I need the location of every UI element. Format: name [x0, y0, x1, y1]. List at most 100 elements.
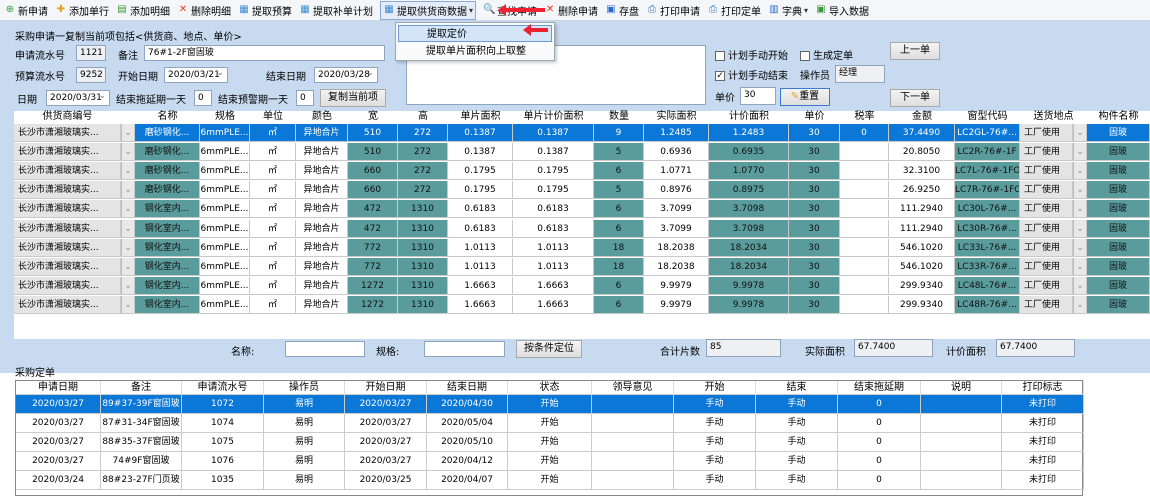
grid-cell[interactable]: 0.6183: [448, 200, 513, 219]
orders-cell[interactable]: 易明: [264, 433, 345, 452]
grid-cell[interactable]: 6mmPLE...: [200, 257, 250, 276]
grid-cell[interactable]: LC30R-76#...: [955, 219, 1020, 238]
chevron-down-icon[interactable]: ▾: [469, 5, 474, 15]
chevron-down-icon[interactable]: ⌄: [121, 257, 135, 276]
grid-cell[interactable]: 1310: [398, 238, 448, 257]
grid-header-17[interactable]: 构件名称: [1087, 111, 1150, 123]
grid-cell[interactable]: 272: [398, 143, 448, 162]
chevron-down-icon[interactable]: ⌄: [121, 276, 135, 295]
grid-cell[interactable]: 钢化室内...: [135, 276, 200, 295]
grid-cell[interactable]: ㎡: [250, 181, 296, 200]
grid-cell[interactable]: 6mmPLE...: [200, 181, 250, 200]
grid-cell[interactable]: 磨砂钢化...: [135, 162, 200, 181]
grid-cell[interactable]: 固玻: [1087, 200, 1150, 219]
grid-cell[interactable]: 18.2034: [709, 257, 789, 276]
orders-cell[interactable]: 手动: [756, 471, 838, 490]
grid-cell[interactable]: 510: [348, 124, 398, 142]
prev-order-button[interactable]: 上一单: [890, 42, 940, 60]
grid-cell[interactable]: 18.2038: [644, 257, 709, 276]
orders-cell[interactable]: 0: [838, 471, 921, 490]
orders-header-3[interactable]: 操作员: [264, 381, 345, 395]
grid-cell[interactable]: 3.7099: [644, 200, 709, 219]
grid-cell[interactable]: 0.1795: [513, 162, 594, 181]
chevron-down-icon[interactable]: ⌄: [1073, 219, 1087, 238]
delivery-location-select[interactable]: 工厂使用: [1020, 124, 1073, 142]
end-date-picker[interactable]: 2020/03/28: [314, 67, 378, 83]
grid-cell[interactable]: 异地合片: [296, 257, 348, 276]
orders-cell[interactable]: 1035: [182, 471, 264, 490]
grid-cell[interactable]: 111.2940: [889, 200, 955, 219]
chevron-down-icon[interactable]: ⌄: [1073, 276, 1087, 295]
orders-cell[interactable]: 2020/03/27: [16, 395, 101, 414]
grid-cell[interactable]: 1.0113: [513, 257, 594, 276]
supplier-select[interactable]: 长沙市潇湘玻璃实...: [14, 219, 121, 238]
grid-cell[interactable]: 1.0771: [644, 162, 709, 181]
orders-cell[interactable]: 手动: [756, 452, 838, 471]
grid-cell[interactable]: 0.1795: [448, 181, 513, 200]
grid-cell[interactable]: 9.9978: [709, 276, 789, 295]
grid-header-10[interactable]: 实际面积: [644, 111, 709, 123]
orders-cell[interactable]: [921, 452, 1002, 471]
toolbar-button-8[interactable]: ✕ 删除申请: [544, 3, 598, 18]
grid-cell[interactable]: 固玻: [1087, 181, 1150, 200]
chevron-down-icon[interactable]: ⌄: [1073, 257, 1087, 276]
delivery-location-select[interactable]: 工厂使用: [1020, 219, 1073, 238]
grid-cell[interactable]: 1.0770: [709, 162, 789, 181]
grid-cell[interactable]: 299.9340: [889, 276, 955, 295]
orders-cell[interactable]: 2020/03/25: [345, 471, 427, 490]
toolbar-button-2[interactable]: ▤ 添加明细: [116, 3, 170, 18]
grid-cell[interactable]: 0.1387: [448, 143, 513, 162]
grid-cell[interactable]: 0.8975: [709, 181, 789, 200]
toolbar-button-3[interactable]: ✕ 删除明细: [177, 3, 231, 18]
gen-order-checkbox[interactable]: 生成定单: [800, 47, 853, 62]
grid-header-5[interactable]: 宽: [348, 111, 398, 123]
toolbar-button-5[interactable]: ▦ 提取补单计划: [299, 3, 373, 18]
grid-cell[interactable]: 钢化室内...: [135, 257, 200, 276]
chevron-down-icon[interactable]: ⌄: [1073, 200, 1087, 219]
grid-header-13[interactable]: 税率: [840, 111, 889, 123]
grid-header-2[interactable]: 规格: [200, 111, 250, 123]
grid-cell[interactable]: 磨砂钢化...: [135, 181, 200, 200]
grid-header-16[interactable]: 送货地点: [1020, 111, 1087, 123]
grid-cell[interactable]: 异地合片: [296, 200, 348, 219]
orders-cell[interactable]: 开始: [508, 452, 592, 471]
grid-cell[interactable]: 26.9250: [889, 181, 955, 200]
grid-header-15[interactable]: 窗型代码: [955, 111, 1020, 123]
orders-cell[interactable]: 易明: [264, 471, 345, 490]
grid-cell[interactable]: 6mmPLE...: [200, 276, 250, 295]
orders-cell[interactable]: 2020/05/10: [427, 433, 508, 452]
supplier-select[interactable]: 长沙市潇湘玻璃实...: [14, 257, 121, 276]
grid-cell[interactable]: 0.1795: [513, 181, 594, 200]
grid-cell[interactable]: 异地合片: [296, 276, 348, 295]
orders-header-0[interactable]: 申请日期: [16, 381, 101, 395]
orders-cell[interactable]: [592, 452, 674, 471]
grid-cell[interactable]: 18: [594, 257, 644, 276]
grid-cell[interactable]: 0.6183: [513, 200, 594, 219]
grid-header-4[interactable]: 颜色: [296, 111, 348, 123]
supplier-select[interactable]: 长沙市潇湘玻璃实...: [14, 162, 121, 181]
supplier-select[interactable]: 长沙市潇湘玻璃实...: [14, 238, 121, 257]
grid-cell[interactable]: 1310: [398, 219, 448, 238]
orders-cell[interactable]: 1075: [182, 433, 264, 452]
orders-header-8[interactable]: 开始: [674, 381, 756, 395]
grid-cell[interactable]: 1310: [398, 295, 448, 314]
orders-header-1[interactable]: 备注: [101, 381, 182, 395]
grid-cell[interactable]: LC2GL-76#...: [955, 124, 1020, 142]
grid-header-9[interactable]: 数量: [594, 111, 644, 123]
grid-cell[interactable]: 30: [789, 200, 840, 219]
grid-cell[interactable]: ㎡: [250, 295, 296, 314]
grid-cell[interactable]: [840, 276, 889, 295]
grid-cell[interactable]: 固玻: [1087, 257, 1150, 276]
delivery-location-select[interactable]: 工厂使用: [1020, 181, 1073, 200]
copy-current-button[interactable]: 复制当前项: [320, 89, 386, 107]
plan-end-checkbox[interactable]: ✓ 计划手动结束: [715, 67, 788, 82]
orders-cell[interactable]: 易明: [264, 452, 345, 471]
toolbar-button-13[interactable]: ▣ 导入数据: [815, 3, 869, 18]
grid-cell[interactable]: 0.1795: [448, 162, 513, 181]
orders-cell[interactable]: 手动: [674, 433, 756, 452]
grid-cell[interactable]: 1.0113: [448, 238, 513, 257]
grid-cell[interactable]: 9: [594, 124, 644, 142]
grid-cell[interactable]: LC30L-76#...: [955, 200, 1020, 219]
orders-cell[interactable]: 开始: [508, 471, 592, 490]
supplier-select[interactable]: 长沙市潇湘玻璃实...: [14, 295, 121, 314]
